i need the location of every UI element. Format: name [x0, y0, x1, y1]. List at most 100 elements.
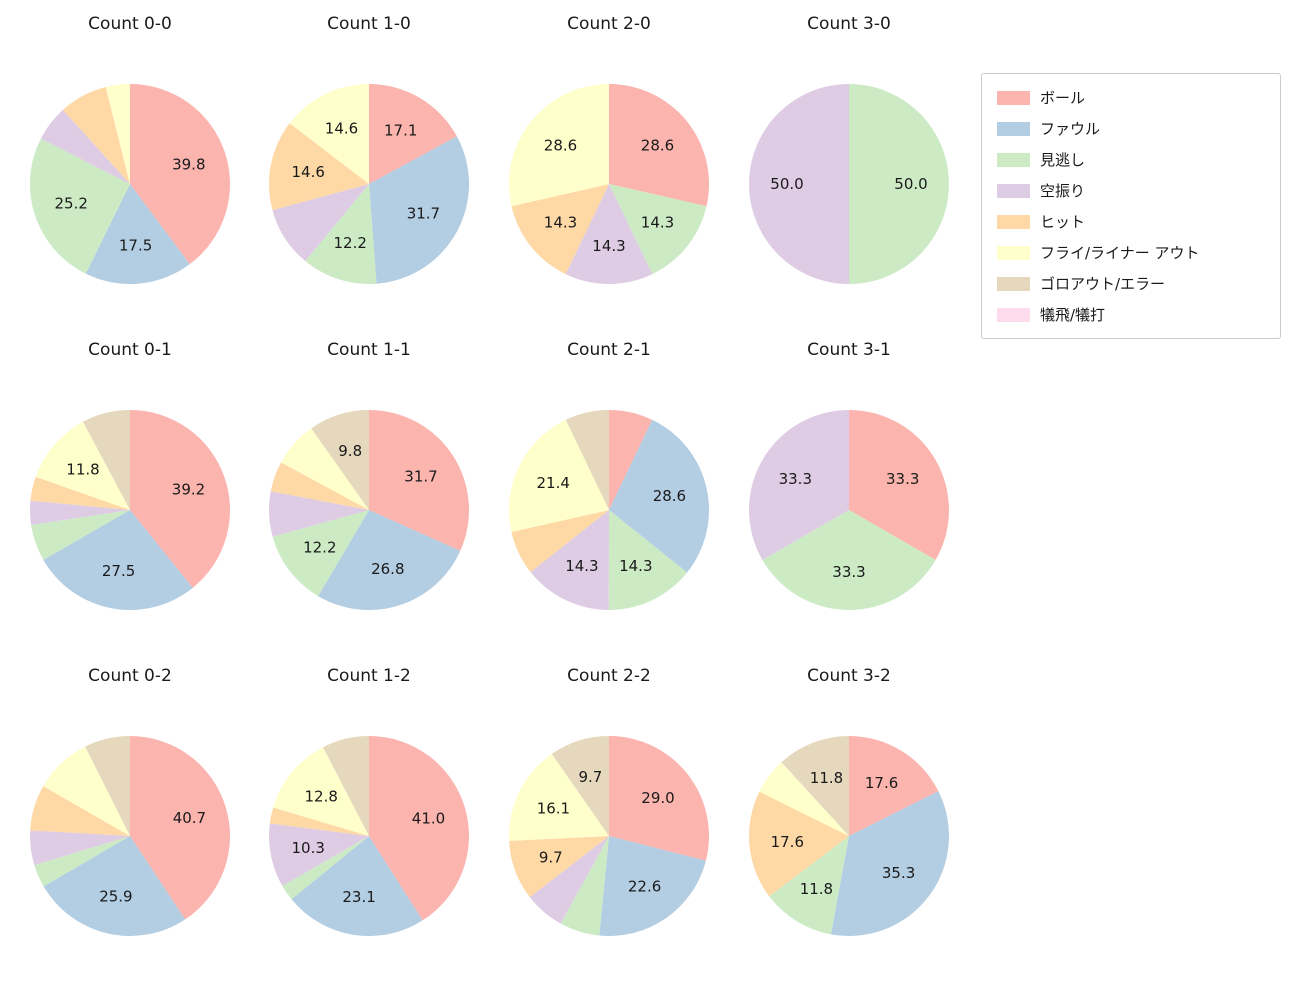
legend-item-6: ゴロアウト/エラー	[997, 273, 1265, 294]
pie-slice-4	[269, 807, 369, 836]
pie-slice-1	[43, 510, 193, 611]
pie-slice-0	[609, 410, 653, 510]
chart-title: Count 3-2	[807, 666, 891, 686]
pie-slice-2	[30, 138, 130, 274]
pie-slice-5	[759, 762, 849, 836]
pie-slice-6	[311, 410, 369, 510]
pie-slice-5	[105, 84, 130, 184]
legend-label: ゴロアウト/エラー	[1040, 275, 1166, 293]
pie-slice-label: 33.3	[779, 470, 812, 488]
legend-swatch	[997, 276, 1030, 291]
pie-svg: 50.0 50.0	[749, 84, 949, 284]
legend-item-4: ヒット	[997, 211, 1265, 232]
legend-swatch	[997, 121, 1030, 136]
pie-slice-label: 22.6	[628, 878, 661, 896]
pie-slice-1	[85, 184, 190, 284]
pie-svg: 31.7 26.8 12.2 9.8	[269, 410, 469, 610]
pie-slice-label: 33.3	[886, 470, 919, 488]
legend-label: ヒット	[1040, 213, 1086, 231]
legend-item-0: ボール	[997, 87, 1265, 108]
pie-slice-0	[130, 736, 230, 920]
pie-slice-2	[769, 836, 849, 935]
pie-slice-1	[43, 836, 186, 936]
pie-slice-3	[565, 184, 653, 285]
pie-chart-count-0-1: Count 0-1 39.2 27.5 11.8	[15, 338, 245, 625]
pie-slice-6	[323, 736, 369, 836]
pie-slice-1	[609, 419, 709, 573]
pie-slice-label: 28.6	[641, 136, 674, 154]
pie-slice-label: 9.8	[338, 442, 362, 460]
pie-svg: 33.3 33.3 33.3	[749, 410, 949, 610]
pie-slice-0	[130, 84, 231, 265]
pie-slice-1	[599, 836, 706, 937]
pie-slice-label: 14.3	[592, 237, 625, 255]
pie-slice-0	[369, 84, 457, 184]
pie-slice-5	[43, 746, 130, 836]
pie-slice-2	[31, 510, 131, 560]
pie-slice-label: 14.3	[565, 557, 598, 575]
chart-title: Count 3-0	[807, 14, 891, 34]
pie-slice-2	[560, 836, 609, 936]
pie-slice-2	[34, 836, 130, 887]
pie-slice-0	[369, 410, 469, 551]
pie-slice-2	[609, 184, 707, 275]
pie-chart-count-3-0: Count 3-0 50.0 50.0	[734, 12, 964, 299]
pie-slice-0	[369, 736, 469, 921]
legend-swatch	[997, 90, 1030, 105]
pie-slice-label: 14.6	[291, 163, 324, 181]
pie-slice-label: 25.9	[99, 887, 132, 905]
pie-slice-label: 21.4	[536, 474, 569, 492]
legend-label: 犠飛/犠打	[1040, 306, 1106, 324]
pie-slice-4	[509, 836, 609, 898]
pie-slice-5	[509, 419, 609, 532]
pie-slice-3	[749, 84, 849, 284]
pie-slice-6	[565, 410, 609, 510]
chart-title: Count 2-1	[567, 340, 651, 360]
pie-svg: 39.8 17.5 25.2	[30, 84, 231, 284]
pie-slice-3	[272, 184, 369, 262]
pie-slice-label: 12.2	[303, 539, 336, 557]
chart-title: Count 0-1	[88, 340, 172, 360]
pie-slice-label: 41.0	[412, 810, 445, 828]
pie-slice-3	[40, 109, 130, 184]
pie-slice-0	[849, 410, 949, 560]
pie-chart-count-1-0: Count 1-0 17.1 31.7 12.2 14.6 14.6	[254, 12, 484, 299]
pie-slice-label: 16.1	[537, 800, 570, 818]
chart-title: Count 1-2	[327, 666, 411, 686]
pie-svg: 40.7 25.9	[30, 736, 230, 936]
pie-slice-label: 33.3	[832, 563, 865, 581]
pie-slice-2	[282, 836, 369, 900]
pie-slice-0	[130, 410, 231, 588]
pie-slice-label: 29.0	[641, 789, 674, 807]
pie-slice-label: 12.8	[304, 788, 337, 806]
chart-title: Count 1-0	[327, 14, 411, 34]
pie-chart-count-2-0: Count 2-0 28.6 14.3 14.3 14.3 28.6	[494, 12, 724, 299]
pie-slice-3	[269, 491, 369, 537]
pie-slice-label: 11.8	[800, 880, 833, 898]
legend-label: 空振り	[1040, 182, 1086, 200]
pie-slice-label: 17.5	[119, 237, 152, 255]
pie-slice-3	[30, 830, 130, 866]
pie-chart-count-1-2: Count 1-2 41.0 23.1 10.3 12.8	[254, 664, 484, 951]
pie-slice-4	[511, 510, 609, 572]
pie-slice-6	[82, 410, 130, 510]
legend-label: ファウル	[1040, 120, 1101, 138]
pie-slice-label: 17.6	[865, 774, 898, 792]
chart-title: Count 2-2	[567, 666, 651, 686]
pie-slice-4	[30, 476, 130, 510]
pie-chart-count-2-2: Count 2-2 29.0 22.6 9.7 16.1 9.7	[494, 664, 724, 951]
pie-slice-5	[281, 428, 369, 510]
pie-slice-5	[35, 421, 131, 510]
chart-title: Count 3-1	[807, 340, 891, 360]
pie-slice-label: 9.7	[539, 848, 563, 866]
legend-swatch	[997, 214, 1030, 229]
pie-slice-5	[509, 84, 609, 207]
pie-slice-label: 17.6	[771, 833, 804, 851]
pie-chart-count-3-2: Count 3-2 17.6 35.3 11.8 17.6 11.8	[734, 664, 964, 951]
pie-slice-label: 10.3	[291, 839, 324, 857]
pie-slice-label: 14.3	[641, 214, 674, 232]
pie-slice-label: 23.1	[342, 888, 375, 906]
pie-slice-5	[289, 84, 369, 184]
pie-slice-1	[318, 510, 461, 610]
